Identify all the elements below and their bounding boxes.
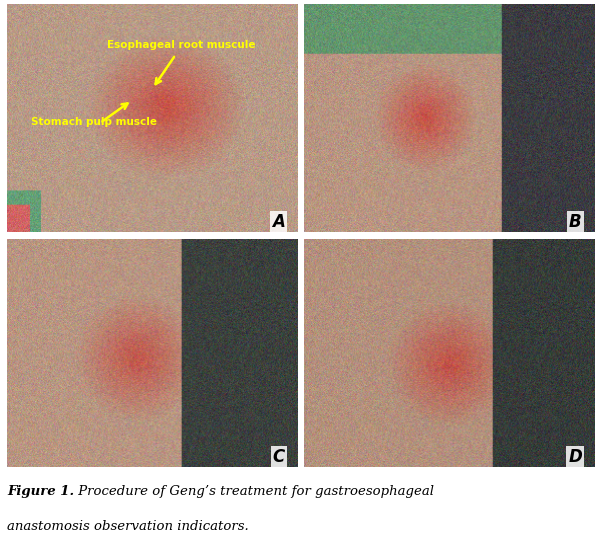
Text: C: C xyxy=(273,448,285,466)
Text: A: A xyxy=(273,213,285,231)
Text: anastomosis observation indicators.: anastomosis observation indicators. xyxy=(7,520,249,533)
Text: Figure 1.: Figure 1. xyxy=(7,485,74,498)
Text: Esophageal root muscule: Esophageal root muscule xyxy=(107,40,256,50)
Text: B: B xyxy=(569,213,582,231)
Text: Stomach pulp muscle: Stomach pulp muscle xyxy=(31,117,158,127)
Text: Procedure of Geng’s treatment for gastroesophageal: Procedure of Geng’s treatment for gastro… xyxy=(74,485,434,498)
Text: D: D xyxy=(568,448,582,466)
